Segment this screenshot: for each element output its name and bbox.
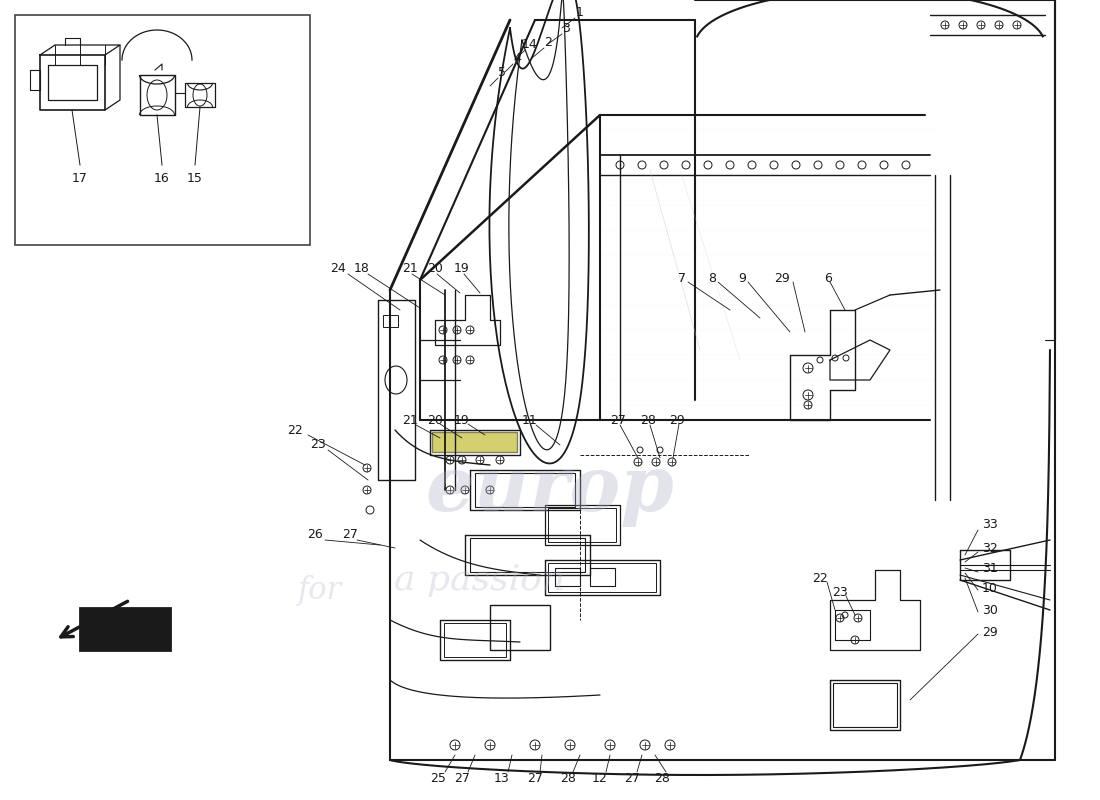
Text: 7: 7 [678,271,686,285]
Text: 1: 1 [576,6,584,18]
Text: 28: 28 [654,771,670,785]
Text: 21: 21 [403,414,418,426]
Text: 4: 4 [513,51,521,65]
Text: 19: 19 [454,414,470,426]
Text: 20: 20 [427,414,443,426]
Bar [590,568,615,586]
Text: europ: europ [426,453,674,527]
Text: 29: 29 [669,414,685,426]
Text: 28: 28 [640,414,656,426]
Text: 13: 13 [494,771,510,785]
Text: 32: 32 [982,542,998,554]
Text: 33: 33 [982,518,998,531]
Text: 2: 2 [544,35,552,49]
Text: 26: 26 [307,529,323,542]
Bar [833,683,896,727]
Text: 17: 17 [73,171,88,185]
Bar [432,432,517,452]
Text: 29: 29 [982,626,998,638]
Bar [15,15,310,245]
Text: 9: 9 [738,271,746,285]
Bar [470,538,585,572]
Text: 11: 11 [522,414,538,426]
Text: 22: 22 [812,571,828,585]
Text: 8: 8 [708,271,716,285]
Text: 29: 29 [774,271,790,285]
Text: 3: 3 [562,22,570,34]
Text: 15: 15 [187,171,202,185]
Text: 20: 20 [427,262,443,274]
Bar [548,508,616,542]
Text: 12: 12 [592,771,608,785]
Text: 31: 31 [982,562,998,574]
Text: a passion: a passion [395,563,565,597]
Text: 14: 14 [522,38,538,51]
Text: 27: 27 [527,771,543,785]
Text: 24: 24 [330,262,345,274]
Text: 19: 19 [454,262,470,274]
Text: 27: 27 [624,771,640,785]
Bar [475,473,575,507]
Bar [80,608,170,650]
Text: 21: 21 [403,262,418,274]
Text: 28: 28 [560,771,576,785]
Text: 18: 18 [354,262,370,274]
Text: 6: 6 [824,271,832,285]
Bar [383,315,398,327]
Text: 27: 27 [610,414,626,426]
Text: 30: 30 [982,603,998,617]
Bar [556,568,580,586]
Text: 10: 10 [982,582,998,594]
Text: 27: 27 [454,771,470,785]
Text: 5: 5 [498,66,506,78]
Text: 16: 16 [154,171,169,185]
Text: 23: 23 [310,438,326,451]
Bar [444,623,506,657]
Bar [548,563,656,592]
Bar [490,605,550,650]
Text: for: for [298,574,342,606]
Text: 25: 25 [430,771,446,785]
Text: 22: 22 [287,423,303,437]
Text: 23: 23 [832,586,848,598]
Text: 27: 27 [342,529,358,542]
